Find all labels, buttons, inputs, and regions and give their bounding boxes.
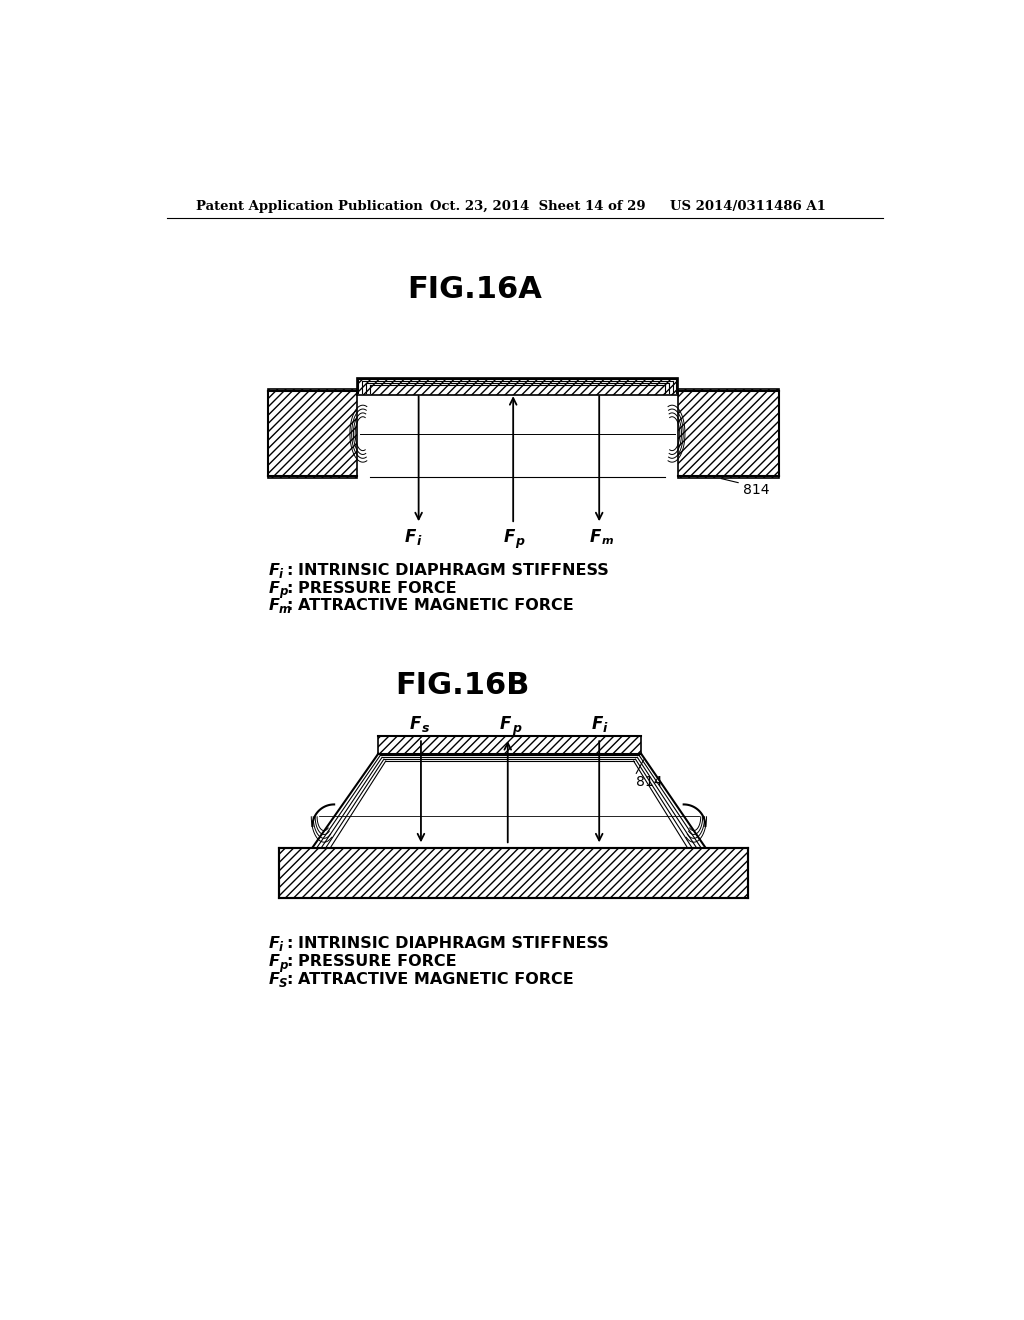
Text: :: : xyxy=(286,972,293,987)
Polygon shape xyxy=(267,389,356,478)
Text: p: p xyxy=(515,535,524,548)
Text: i: i xyxy=(280,568,283,581)
Text: :: : xyxy=(286,954,293,969)
Text: US 2014/0311486 A1: US 2014/0311486 A1 xyxy=(671,199,826,213)
Text: F: F xyxy=(269,954,280,969)
Text: s: s xyxy=(422,722,429,735)
Text: S: S xyxy=(280,977,288,990)
Text: ATTRACTIVE MAGNETIC FORCE: ATTRACTIVE MAGNETIC FORCE xyxy=(299,598,574,614)
Text: FIG.16B: FIG.16B xyxy=(395,672,529,701)
Bar xyxy=(280,847,748,898)
Text: p: p xyxy=(280,585,288,598)
Text: 814: 814 xyxy=(742,483,769,496)
Text: Oct. 23, 2014  Sheet 14 of 29: Oct. 23, 2014 Sheet 14 of 29 xyxy=(430,199,646,213)
Bar xyxy=(356,378,678,395)
Text: m: m xyxy=(280,603,292,616)
Text: F: F xyxy=(269,972,280,987)
Text: F: F xyxy=(269,581,280,595)
Text: p: p xyxy=(280,958,288,972)
Text: 814: 814 xyxy=(636,775,663,789)
Bar xyxy=(378,737,641,754)
Text: i: i xyxy=(603,722,607,735)
Text: m: m xyxy=(601,536,613,546)
Text: Patent Application Publication: Patent Application Publication xyxy=(197,199,423,213)
Text: INTRINSIC DIAPHRAGM STIFFNESS: INTRINSIC DIAPHRAGM STIFFNESS xyxy=(299,562,609,578)
Text: :: : xyxy=(286,562,293,578)
Text: F: F xyxy=(504,528,515,546)
Text: F: F xyxy=(269,936,280,952)
Text: FIG.16A: FIG.16A xyxy=(407,275,542,304)
Text: ATTRACTIVE MAGNETIC FORCE: ATTRACTIVE MAGNETIC FORCE xyxy=(299,972,574,987)
Text: INTRINSIC DIAPHRAGM STIFFNESS: INTRINSIC DIAPHRAGM STIFFNESS xyxy=(299,936,609,952)
Text: :: : xyxy=(286,598,293,614)
Text: F: F xyxy=(592,715,603,734)
Text: PRESSURE FORCE: PRESSURE FORCE xyxy=(299,581,457,595)
Text: F: F xyxy=(404,528,416,546)
Text: PRESSURE FORCE: PRESSURE FORCE xyxy=(299,954,457,969)
Text: F: F xyxy=(500,715,511,734)
Text: i: i xyxy=(280,941,283,954)
Text: :: : xyxy=(286,936,293,952)
Polygon shape xyxy=(678,389,779,478)
Text: F: F xyxy=(269,598,280,614)
Text: :: : xyxy=(286,581,293,595)
Text: F: F xyxy=(590,528,601,546)
Text: p: p xyxy=(512,722,520,735)
Text: F: F xyxy=(410,715,422,734)
Text: F: F xyxy=(269,562,280,578)
Text: i: i xyxy=(417,535,421,548)
